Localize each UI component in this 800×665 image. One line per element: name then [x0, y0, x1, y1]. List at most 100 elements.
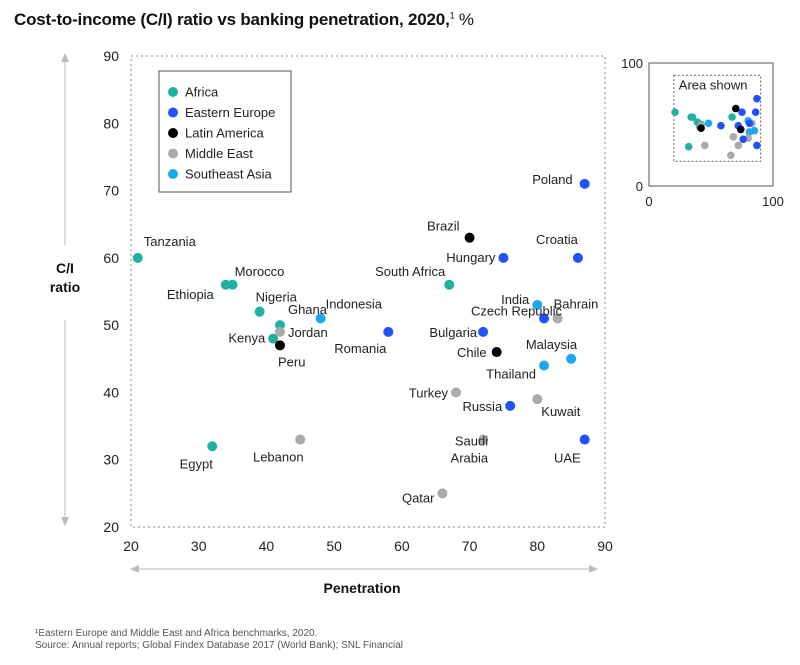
x-axis-arrow-head — [130, 565, 139, 573]
y-axis-arrow-head — [61, 53, 69, 62]
data-label: Thailand — [486, 367, 536, 382]
inset-data-point — [728, 113, 736, 121]
data-label: Jordan — [288, 325, 328, 340]
data-label: Peru — [278, 354, 305, 369]
legend-marker — [168, 128, 178, 138]
y-tick-label: 60 — [103, 250, 119, 266]
inset-data-point — [697, 124, 705, 132]
x-axis-label: Penetration — [323, 580, 400, 596]
legend-box — [158, 70, 292, 193]
inset-data-point — [745, 128, 754, 136]
inset-data-point — [753, 141, 761, 150]
data-point — [572, 252, 583, 263]
legend-entry: Africa — [185, 85, 219, 100]
data-label: Qatar — [402, 490, 435, 505]
data-label: Romania — [334, 341, 387, 356]
legend-marker — [168, 148, 178, 159]
data-point — [579, 178, 590, 189]
legend-entry: Eastern Europe — [185, 105, 275, 120]
x-tick-label: 80 — [529, 538, 545, 554]
x-tick-label: 90 — [597, 538, 613, 554]
inset-data-point — [739, 135, 748, 144]
data-point — [444, 279, 455, 290]
inset-data-point — [704, 119, 713, 128]
inset-data-point — [753, 94, 761, 103]
data-label: Morocco — [235, 264, 285, 279]
data-label: Russia — [462, 399, 503, 414]
data-label: Brazil — [427, 219, 460, 234]
data-point — [478, 326, 489, 337]
data-point — [315, 313, 326, 324]
data-point — [539, 360, 550, 371]
data-label: Croatia — [536, 232, 579, 247]
legend-entry: Southeast Asia — [185, 167, 272, 182]
data-label: South Africa — [375, 264, 446, 279]
inset-data-point — [671, 108, 679, 116]
data-label: Bulgaria — [429, 325, 477, 340]
y-tick-label: 80 — [103, 115, 119, 131]
data-point — [295, 434, 306, 445]
data-label: UAE — [554, 451, 581, 466]
footnote: ¹Eastern Europe and Middle East and Afri… — [35, 628, 318, 639]
plot-frame — [130, 55, 606, 528]
inset-title: Area shown — [679, 77, 748, 92]
inset-x-tick-label: 0 — [645, 194, 652, 209]
data-label: India — [501, 292, 530, 307]
data-label: Chile — [457, 345, 487, 360]
inset-data-point — [745, 119, 754, 128]
data-point — [464, 232, 475, 243]
data-point — [579, 434, 590, 445]
x-tick-label: 60 — [394, 538, 410, 554]
inset-data-point — [738, 108, 746, 116]
data-label: Saudi — [455, 434, 488, 449]
data-label: Egypt — [180, 456, 214, 471]
chart-title: Cost-to-income (C/I) ratio vs banking pe… — [14, 10, 474, 29]
data-point — [505, 400, 516, 411]
y-tick-label: 90 — [103, 48, 119, 64]
data-label: Tanzania — [144, 234, 197, 249]
inset-data-point — [717, 121, 725, 130]
data-point — [532, 394, 543, 405]
data-label: Kenya — [228, 331, 266, 346]
y-axis-arrow-head — [61, 517, 69, 526]
inset-data-point — [734, 141, 743, 150]
y-tick-label: 70 — [103, 183, 119, 199]
data-label: Lebanon — [253, 450, 304, 465]
data-point — [220, 279, 231, 290]
y-tick-label: 20 — [103, 519, 119, 535]
inset-x-tick-label: 100 — [762, 194, 784, 209]
legend-entry: Middle East — [185, 146, 253, 161]
data-point — [539, 313, 550, 324]
data-label: Ethiopia — [167, 287, 215, 302]
legend-marker — [168, 107, 178, 118]
inset-area-shown-box — [673, 74, 762, 162]
y-axis-label: C/I — [56, 260, 74, 276]
data-point — [254, 306, 265, 317]
data-label: Hungary — [446, 250, 496, 265]
source-note: Source: Annual reports; Global Findex Da… — [35, 640, 403, 651]
data-label: Bahrain — [554, 296, 599, 311]
y-tick-label: 30 — [103, 452, 119, 468]
data-point — [478, 434, 489, 445]
data-label: Kuwait — [541, 404, 580, 419]
x-tick-label: 40 — [259, 538, 275, 554]
data-label: Ghana — [288, 302, 328, 317]
data-label: Poland — [532, 172, 572, 187]
y-axis-label: ratio — [50, 279, 80, 295]
data-label: Indonesia — [326, 296, 383, 311]
data-label: Malaysia — [526, 337, 578, 352]
data-point — [566, 353, 577, 364]
inset-data-point — [684, 142, 693, 151]
data-point — [451, 387, 462, 398]
inset-data-point — [727, 151, 735, 160]
data-point — [532, 299, 543, 310]
data-point — [437, 488, 448, 499]
inset-data-point — [736, 125, 745, 134]
inset-y-tick-label: 0 — [636, 179, 643, 194]
data-label: Czech Republic — [471, 303, 563, 318]
data-point — [132, 252, 143, 263]
y-tick-label: 50 — [103, 317, 119, 333]
data-point — [207, 441, 218, 452]
data-point — [268, 333, 279, 344]
